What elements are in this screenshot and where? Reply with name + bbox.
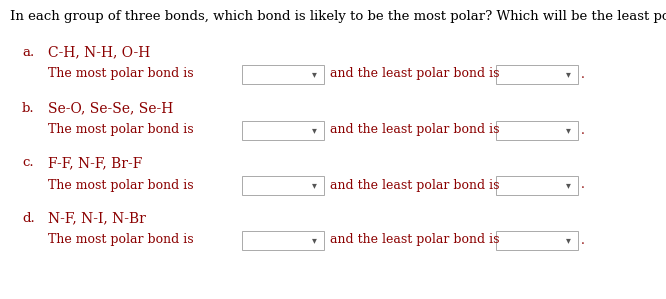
Text: Se-O, Se-Se, Se-H: Se-O, Se-Se, Se-H	[48, 101, 173, 115]
Text: The most polar bond is: The most polar bond is	[48, 123, 194, 137]
Text: and the least polar bond is: and the least polar bond is	[330, 179, 500, 191]
Text: and the least polar bond is: and the least polar bond is	[330, 123, 500, 137]
Text: The most polar bond is: The most polar bond is	[48, 68, 194, 80]
Text: a.: a.	[22, 45, 34, 59]
Text: C-H, N-H, O-H: C-H, N-H, O-H	[48, 45, 151, 59]
Text: ▾: ▾	[565, 126, 571, 135]
Text: ▾: ▾	[312, 69, 316, 80]
Text: d.: d.	[22, 211, 35, 225]
Text: c.: c.	[22, 156, 33, 170]
FancyBboxPatch shape	[496, 65, 578, 84]
FancyBboxPatch shape	[242, 176, 324, 195]
Text: ▾: ▾	[565, 69, 571, 80]
Text: and the least polar bond is: and the least polar bond is	[330, 234, 500, 246]
Text: .: .	[581, 234, 585, 246]
FancyBboxPatch shape	[496, 121, 578, 140]
Text: The most polar bond is: The most polar bond is	[48, 234, 194, 246]
FancyBboxPatch shape	[242, 121, 324, 140]
Text: ▾: ▾	[312, 236, 316, 245]
Text: The most polar bond is: The most polar bond is	[48, 179, 194, 191]
Text: and the least polar bond is: and the least polar bond is	[330, 68, 500, 80]
Text: b.: b.	[22, 101, 35, 115]
FancyBboxPatch shape	[496, 176, 578, 195]
Text: .: .	[581, 123, 585, 137]
Text: In each group of three bonds, which bond is likely to be the most polar? Which w: In each group of three bonds, which bond…	[10, 10, 666, 23]
Text: .: .	[581, 68, 585, 80]
Text: N-F, N-I, N-Br: N-F, N-I, N-Br	[48, 211, 146, 225]
Text: ▾: ▾	[312, 126, 316, 135]
Text: ▾: ▾	[565, 236, 571, 245]
FancyBboxPatch shape	[496, 231, 578, 250]
Text: .: .	[581, 179, 585, 191]
Text: ▾: ▾	[312, 181, 316, 190]
FancyBboxPatch shape	[242, 65, 324, 84]
FancyBboxPatch shape	[242, 231, 324, 250]
Text: ▾: ▾	[565, 181, 571, 190]
Text: F-F, N-F, Br-F: F-F, N-F, Br-F	[48, 156, 143, 170]
